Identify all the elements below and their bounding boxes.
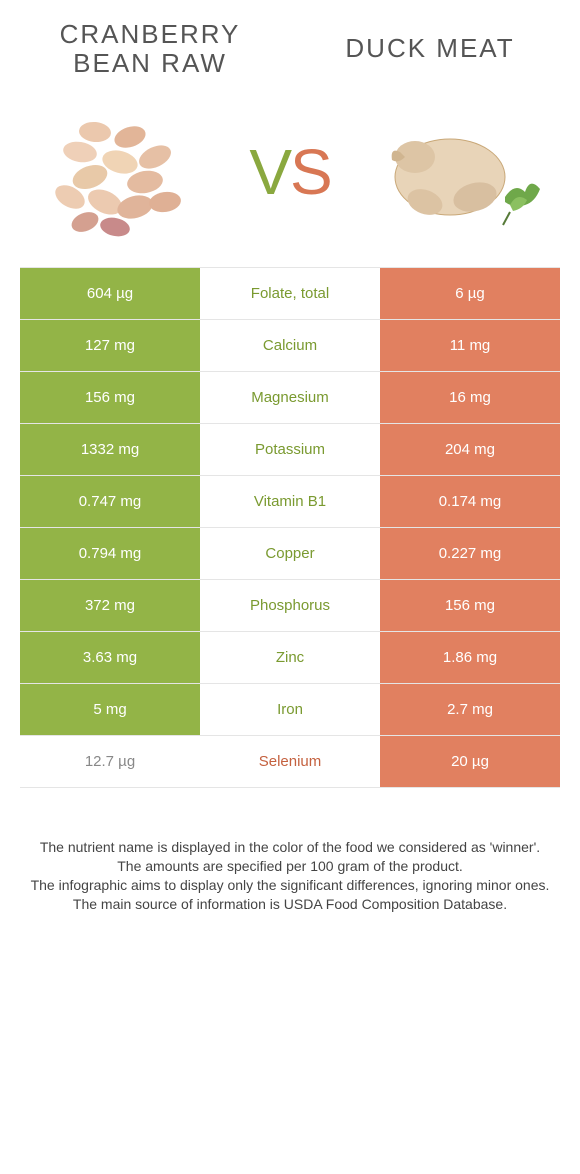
value-right: 0.227 mg — [380, 528, 560, 579]
table-row: 127 mgCalcium11 mg — [20, 320, 560, 372]
value-left: 156 mg — [20, 372, 200, 423]
value-right: 204 mg — [380, 424, 560, 475]
value-right: 6 µg — [380, 268, 560, 319]
vs-label: VS — [249, 135, 330, 209]
table-row: 1332 mgPotassium204 mg — [20, 424, 560, 476]
table-row: 3.63 mgZinc1.86 mg — [20, 632, 560, 684]
value-left: 0.747 mg — [20, 476, 200, 527]
beans-icon — [35, 102, 205, 242]
value-right: 11 mg — [380, 320, 560, 371]
value-right: 20 µg — [380, 736, 560, 787]
nutrient-table: 604 µgFolate, total6 µg127 mgCalcium11 m… — [20, 267, 560, 788]
table-row: 12.7 µgSelenium20 µg — [20, 736, 560, 788]
value-left: 0.794 mg — [20, 528, 200, 579]
value-left: 12.7 µg — [20, 736, 200, 787]
footer-line: The amounts are specified per 100 gram o… — [30, 857, 550, 876]
table-row: 0.747 mgVitamin B10.174 mg — [20, 476, 560, 528]
nutrient-name: Iron — [200, 684, 380, 735]
duck-icon — [370, 102, 550, 242]
value-right: 16 mg — [380, 372, 560, 423]
table-row: 156 mgMagnesium16 mg — [20, 372, 560, 424]
value-left: 372 mg — [20, 580, 200, 631]
nutrient-name: Folate, total — [200, 268, 380, 319]
nutrient-name: Potassium — [200, 424, 380, 475]
titles-row: CRANBERRY BEAN RAW DUCK MEAT — [20, 20, 560, 87]
footer-line: The nutrient name is displayed in the co… — [30, 838, 550, 857]
nutrient-name: Magnesium — [200, 372, 380, 423]
footer-line: The infographic aims to display only the… — [30, 876, 550, 895]
vs-s: S — [290, 136, 331, 208]
nutrient-name: Phosphorus — [200, 580, 380, 631]
table-row: 372 mgPhosphorus156 mg — [20, 580, 560, 632]
food-image-left — [30, 97, 210, 247]
value-left: 5 mg — [20, 684, 200, 735]
footer-line: The main source of information is USDA F… — [30, 895, 550, 914]
value-left: 604 µg — [20, 268, 200, 319]
food-title-right: DUCK MEAT — [320, 20, 540, 63]
value-right: 156 mg — [380, 580, 560, 631]
table-row: 604 µgFolate, total6 µg — [20, 268, 560, 320]
value-left: 1332 mg — [20, 424, 200, 475]
vs-v: V — [249, 136, 290, 208]
value-right: 1.86 mg — [380, 632, 560, 683]
images-row: VS — [20, 87, 560, 267]
nutrient-name: Copper — [200, 528, 380, 579]
value-left: 3.63 mg — [20, 632, 200, 683]
table-row: 0.794 mgCopper0.227 mg — [20, 528, 560, 580]
nutrient-name: Zinc — [200, 632, 380, 683]
nutrient-name: Vitamin B1 — [200, 476, 380, 527]
food-title-left: CRANBERRY BEAN RAW — [40, 20, 260, 77]
value-right: 2.7 mg — [380, 684, 560, 735]
value-left: 127 mg — [20, 320, 200, 371]
nutrient-name: Calcium — [200, 320, 380, 371]
nutrient-name: Selenium — [200, 736, 380, 787]
footer-notes: The nutrient name is displayed in the co… — [20, 788, 560, 914]
value-right: 0.174 mg — [380, 476, 560, 527]
food-image-right — [370, 97, 550, 247]
table-row: 5 mgIron2.7 mg — [20, 684, 560, 736]
